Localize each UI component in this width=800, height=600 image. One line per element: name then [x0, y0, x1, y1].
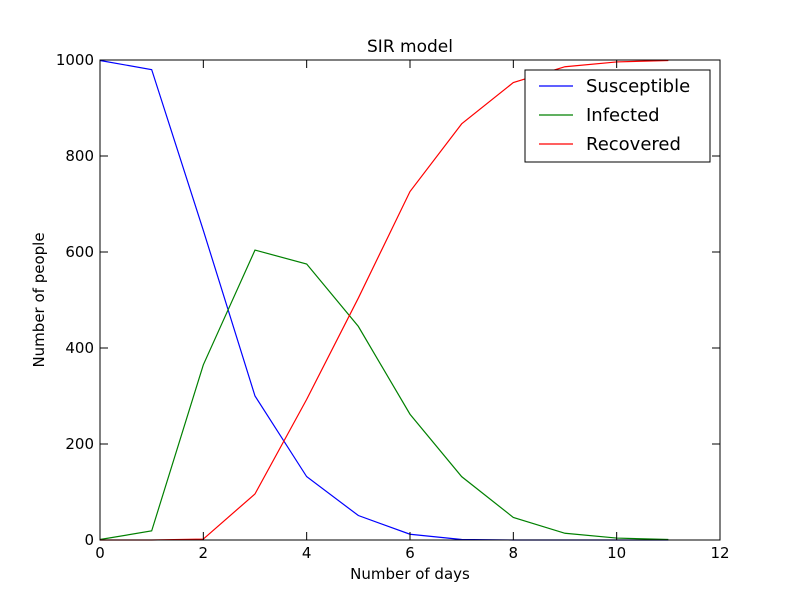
y-tick-label: 800	[65, 147, 94, 165]
series-line-recovered	[100, 59, 669, 541]
legend: Susceptible Infected Recovered	[524, 69, 711, 163]
legend-label-susceptible: Susceptible	[586, 76, 690, 97]
x-tick-label: 4	[302, 544, 312, 562]
legend-label-recovered: Recovered	[586, 134, 681, 155]
y-axis-label: Number of people	[30, 232, 48, 367]
x-axis-label: Number of days	[350, 565, 470, 583]
y-tick-label: 600	[65, 243, 94, 261]
series-line-infected	[99, 249, 669, 541]
x-tick-label: 2	[199, 544, 209, 562]
x-axis-ticks: 0 2 4 6 8 10 12	[95, 60, 730, 562]
x-tick-label: 8	[509, 544, 519, 562]
y-tick-label: 200	[65, 435, 94, 453]
x-tick-label: 10	[607, 544, 626, 562]
y-axis-ticks: 0 200 400 600 800 1000	[56, 51, 720, 549]
legend-box	[524, 69, 711, 163]
legend-label-infected: Infected	[586, 105, 660, 126]
y-tick-label: 0	[84, 531, 94, 549]
x-tick-label: 6	[405, 544, 415, 562]
y-tick-label: 400	[65, 339, 94, 357]
x-tick-label: 0	[95, 544, 105, 562]
x-tick-label: 12	[710, 544, 729, 562]
chart-title: SIR model	[367, 37, 453, 57]
y-tick-label: 1000	[56, 51, 94, 69]
